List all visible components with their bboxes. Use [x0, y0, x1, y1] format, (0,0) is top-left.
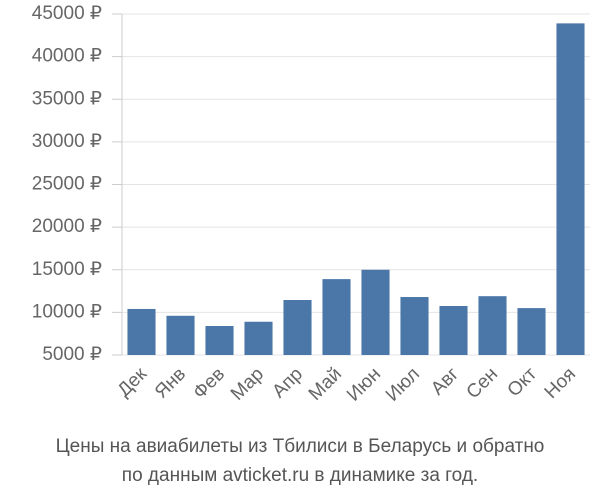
x-tick-label: Май	[305, 364, 346, 405]
x-tick-label: Апр	[268, 364, 307, 403]
bar	[166, 315, 195, 355]
x-tick-label: Окт	[504, 363, 542, 401]
y-tick-label: 35000 ₽	[32, 88, 102, 109]
x-tick-label: Сен	[463, 364, 502, 403]
x-tick-label: Мар	[227, 364, 268, 405]
y-tick-label: 15000 ₽	[32, 259, 102, 280]
x-tick-label: Янв	[151, 364, 190, 403]
x-tick-label: Авг	[427, 364, 463, 400]
bar	[283, 300, 312, 355]
x-tick-label: Июл	[382, 364, 424, 406]
x-tick-label: Ноя	[541, 364, 580, 403]
chart-title: Цены на авиабилеты из Тбилиси в Беларусь…	[56, 436, 545, 457]
x-tick-label: Дек	[114, 363, 152, 401]
y-tick-label: 25000 ₽	[32, 174, 102, 195]
bar	[322, 279, 351, 355]
bar	[361, 269, 390, 355]
bar	[439, 305, 468, 355]
y-tick-label: 20000 ₽	[32, 216, 102, 237]
y-tick-label: 30000 ₽	[32, 131, 102, 152]
bar	[127, 308, 156, 355]
y-tick-label: 45000 ₽	[32, 3, 102, 24]
bar	[556, 23, 585, 355]
y-tick-label: 5000 ₽	[42, 344, 102, 365]
bar	[244, 321, 273, 355]
bar	[400, 297, 429, 355]
y-tick-label: 10000 ₽	[32, 301, 102, 322]
bar	[478, 296, 507, 355]
bar	[205, 326, 234, 355]
x-tick-label: Июн	[343, 364, 385, 406]
y-tick-label: 40000 ₽	[32, 46, 102, 67]
bar	[517, 308, 546, 355]
x-tick-label: Фев	[189, 364, 229, 404]
chart-title: по данным avticket.ru в динамике за год.	[122, 465, 478, 486]
